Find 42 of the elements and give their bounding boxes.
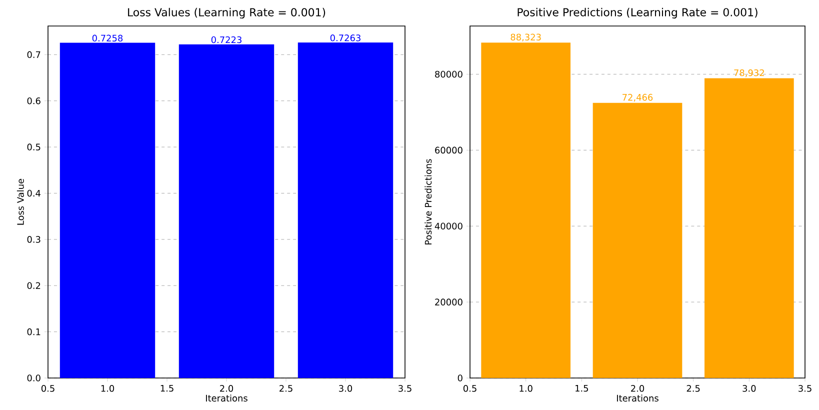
x-axis-title: Iterations (206, 394, 248, 402)
x-tick-label: 1.0 (101, 385, 114, 392)
x-tick-label: 0.5 (463, 385, 476, 392)
data-label: 88,323 (510, 34, 541, 42)
x-tick-label: 3.5 (398, 385, 412, 392)
y-tick-label: 0 (458, 374, 462, 382)
y-axis-title: Positive Predictions (424, 159, 432, 244)
y-tick-label: 0.4 (27, 190, 40, 197)
x-tick-label: 3.0 (742, 385, 756, 392)
x-tick-label: 2.0 (220, 385, 234, 392)
chart-title: Positive Predictions (Learning Rate = 0.001) (518, 8, 758, 18)
data-label: 0.7223 (211, 36, 242, 44)
y-tick-label: 0.6 (27, 97, 40, 104)
data-label: 72,466 (622, 94, 653, 102)
data-label: 0.7263 (330, 34, 360, 42)
data-label: 78,932 (734, 69, 764, 78)
x-tick-label: 2.5 (280, 385, 292, 392)
x-tick-label: 1.5 (576, 385, 588, 392)
y-tick-label: 0.1 (27, 328, 40, 336)
x-tick-label: 2.0 (631, 385, 644, 392)
x-tick-label: 1.5 (160, 385, 174, 392)
bar (592, 102, 682, 378)
chart-title: Loss Values (Learning Rate = 0.001) (128, 8, 326, 19)
y-tick-label: 60000 (435, 146, 462, 154)
x-tick-label: 3.0 (339, 385, 352, 392)
x-tick-label: 3.5 (798, 385, 812, 392)
bar (704, 78, 794, 378)
y-axis-title: Loss Value (16, 178, 24, 225)
x-tick-label: 2.5 (686, 385, 700, 392)
y-tick-label: 40000 (434, 222, 462, 230)
data-label: 0.7258 (92, 34, 123, 42)
y-tick-label: 80000 (435, 70, 462, 78)
x-tick-label: 0.5 (41, 385, 54, 392)
bar (481, 42, 571, 378)
y-tick-label: 0.0 (27, 374, 40, 382)
y-tick-label: 0.3 (27, 236, 40, 243)
y-tick-label: 0.7 (27, 51, 40, 58)
y-tick-label: 20000 (435, 298, 462, 306)
y-tick-label: 0.2 (27, 282, 40, 289)
y-tick-label: 0.5 (27, 144, 40, 150)
x-tick-label: 1.0 (520, 385, 532, 392)
x-axis-title: Iterations (617, 394, 658, 402)
